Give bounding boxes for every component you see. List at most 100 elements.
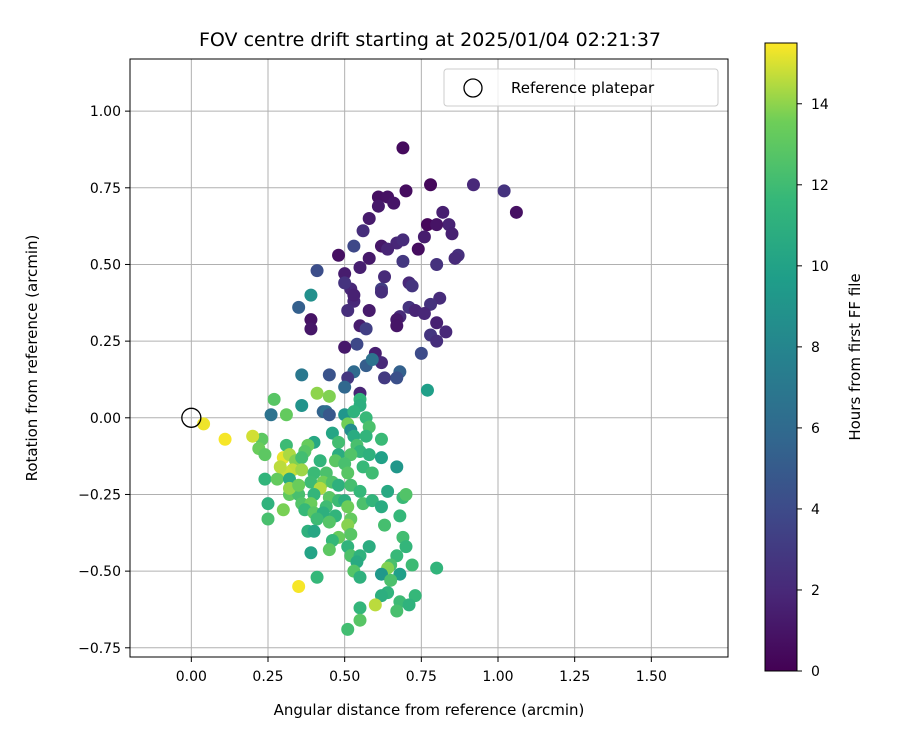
colorbar-tick-label: 4 — [811, 502, 820, 518]
data-point — [390, 319, 404, 333]
data-point — [353, 613, 367, 627]
data-point — [390, 549, 404, 563]
data-point — [322, 515, 336, 529]
y-tick-label: 0.75 — [90, 181, 121, 197]
data-point — [390, 460, 404, 474]
x-axis-label: Angular distance from reference (arcmin) — [274, 701, 585, 719]
data-point — [295, 399, 309, 413]
data-point — [276, 503, 290, 517]
x-tick-label: 0.75 — [406, 669, 437, 685]
data-point — [430, 561, 444, 575]
data-point — [304, 322, 318, 336]
y-tick-label: 0.00 — [90, 411, 121, 427]
legend-reference-icon — [463, 78, 483, 98]
data-point — [338, 267, 352, 281]
data-point — [279, 408, 293, 422]
data-point — [258, 472, 272, 486]
colorbar-tick-label: 6 — [811, 421, 820, 437]
data-point — [402, 598, 416, 612]
data-point — [304, 288, 318, 302]
data-point — [420, 383, 434, 397]
data-point — [258, 448, 272, 462]
data-point — [374, 567, 388, 581]
data-point — [411, 242, 425, 256]
data-point — [378, 270, 392, 284]
data-point — [433, 291, 447, 305]
data-point — [338, 340, 352, 354]
data-point — [424, 178, 438, 192]
y-axis-label: Rotation from reference (arcmin) — [23, 235, 41, 482]
data-points — [197, 141, 523, 636]
y-tick-label: 1.00 — [90, 104, 121, 120]
data-point — [399, 184, 413, 198]
data-point — [322, 543, 336, 557]
x-tick-label: 0.50 — [329, 669, 360, 685]
data-point — [310, 386, 324, 400]
data-point — [362, 540, 376, 554]
colorbar-tick-label: 8 — [811, 340, 820, 356]
data-point — [420, 218, 434, 232]
data-point — [430, 218, 444, 232]
data-point — [390, 371, 404, 385]
data-point — [374, 589, 388, 603]
data-point — [362, 211, 376, 225]
data-point — [362, 448, 376, 462]
data-point — [381, 484, 395, 498]
data-point — [414, 346, 428, 360]
data-point — [405, 558, 419, 572]
colorbar-tick-label: 0 — [811, 664, 820, 680]
data-point — [218, 432, 232, 446]
x-axis-ticks: 0.00 0.25 0.50 0.75 1.00 1.25 1.50 — [176, 657, 667, 685]
data-point — [424, 297, 438, 311]
data-point — [310, 512, 324, 526]
data-point — [374, 432, 388, 446]
data-point — [270, 472, 284, 486]
data-point — [307, 524, 321, 538]
data-point — [332, 478, 346, 492]
data-point — [353, 484, 367, 498]
data-point — [332, 435, 346, 449]
data-point — [292, 478, 306, 492]
data-point — [430, 316, 444, 330]
legend-box — [443, 68, 719, 107]
x-tick-label: 0.00 — [176, 669, 207, 685]
data-point — [384, 573, 398, 587]
data-point — [436, 205, 450, 219]
data-point — [341, 303, 355, 317]
data-point — [362, 251, 376, 265]
x-tick-label: 1.25 — [559, 669, 590, 685]
y-axis-ticks: −0.75 −0.50 −0.25 0.00 0.25 0.50 0.75 1.00 — [78, 104, 130, 657]
colorbar-tick-label: 10 — [811, 259, 829, 275]
data-point — [439, 325, 453, 339]
x-tick-label: 1.00 — [482, 669, 513, 685]
colorbar-label: Hours from first FF file — [846, 273, 864, 440]
data-point — [322, 368, 336, 382]
data-point — [405, 279, 419, 293]
data-point — [417, 307, 431, 321]
colorbar-tick-label: 12 — [811, 178, 829, 194]
data-point — [304, 313, 318, 327]
data-point — [371, 199, 385, 213]
reference-marker — [181, 407, 202, 428]
data-point — [374, 285, 388, 299]
data-point — [267, 392, 281, 406]
data-point — [344, 448, 358, 462]
data-point — [378, 371, 392, 385]
data-point — [332, 248, 346, 262]
data-point — [430, 334, 444, 348]
y-tick-label: 0.25 — [90, 334, 121, 350]
data-point — [322, 389, 336, 403]
data-point — [497, 184, 511, 198]
reference-point — [181, 407, 202, 428]
data-point — [322, 408, 336, 422]
data-point — [448, 251, 462, 265]
colorbar-tick-label: 2 — [811, 583, 820, 599]
data-point — [365, 494, 379, 508]
data-point — [359, 322, 373, 336]
data-point — [264, 408, 278, 422]
data-point — [393, 567, 407, 581]
data-point — [353, 570, 367, 584]
data-point — [246, 429, 260, 443]
grid-lines — [130, 59, 728, 657]
data-point — [390, 604, 404, 618]
